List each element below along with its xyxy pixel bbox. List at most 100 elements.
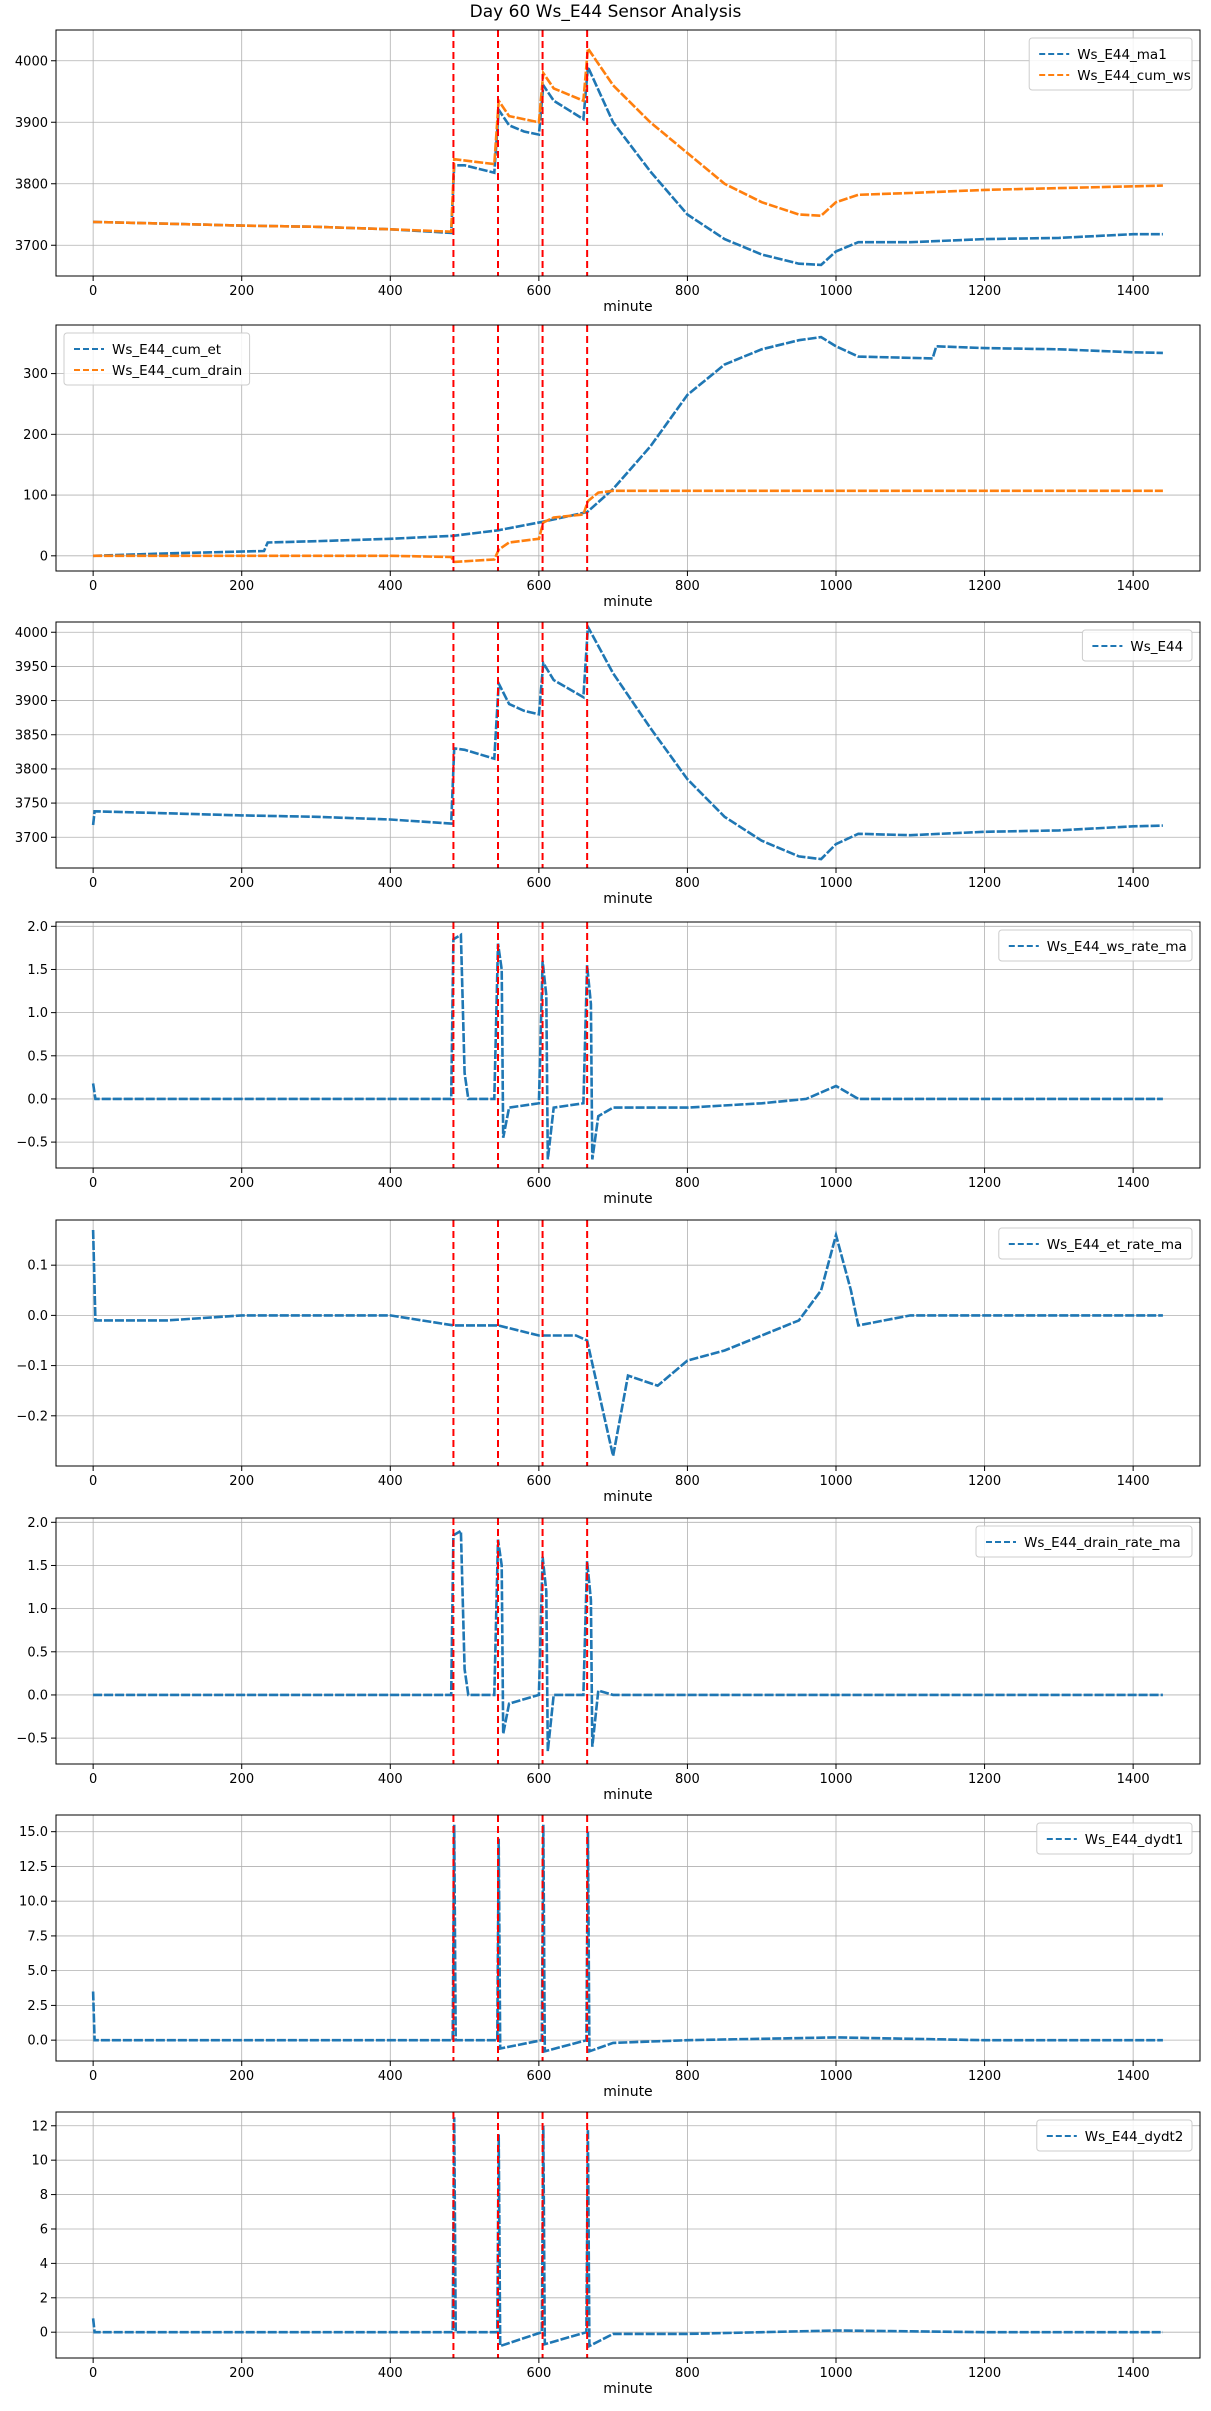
- y-tick-label: 300: [23, 367, 48, 382]
- x-tick-label: 400: [378, 1474, 403, 1489]
- legend-box: [998, 929, 1193, 962]
- subplot-8: 0 200 400 600 800 1000 1200 1400 0 2 4 6 8 10 12 minute…: [31, 2111, 1201, 2397]
- legend-label: Ws_E44_ws_rate_ma: [1047, 939, 1187, 955]
- x-tick-label: 1400: [1117, 1474, 1150, 1489]
- x-axis-label: minute: [603, 299, 652, 315]
- y-tick-label: 3950: [15, 660, 48, 675]
- y-tick-label: 3900: [15, 116, 48, 131]
- y-tick-label: 1.0: [27, 1602, 48, 1617]
- y-tick-label: 3750: [15, 797, 48, 812]
- x-tick-label: 200: [229, 284, 254, 299]
- legend-label: Ws_E44_drain_rate_ma: [1024, 1535, 1181, 1551]
- x-tick-label: 800: [675, 1474, 700, 1489]
- x-tick-label: 400: [378, 1772, 403, 1787]
- x-tick-label: 0: [89, 1772, 97, 1787]
- series-line-Ws_E44_ma1: [93, 61, 1163, 267]
- x-tick-label: 0: [89, 876, 97, 891]
- subplot-3: 0 200 400 600 800 1000 1200 1400 3700 3750 3800 385…: [15, 621, 1201, 907]
- y-tick-label: 10: [31, 2154, 48, 2169]
- axes-frame: [55, 921, 1201, 1169]
- y-tick-label: 0.5: [27, 1645, 48, 1660]
- x-tick-label: 1000: [819, 1474, 852, 1489]
- y-tick-label: 3800: [15, 762, 48, 777]
- y-tick-label: −0.2: [16, 1409, 48, 1424]
- y-tick-label: 12.5: [19, 1860, 48, 1875]
- x-tick-label: 0: [89, 284, 97, 299]
- y-tick-label: 2.5: [27, 1999, 48, 2014]
- x-tick-label: 800: [675, 1772, 700, 1787]
- x-tick-label: 800: [675, 579, 700, 594]
- x-axis-label: minute: [603, 1489, 652, 1505]
- y-tick-label: 100: [23, 489, 48, 504]
- y-tick-label: 0.0: [27, 1092, 48, 1107]
- axes-frame: [55, 1219, 1201, 1467]
- y-tick-label: 3900: [15, 694, 48, 709]
- legend-label: Ws_E44_dydt2: [1085, 2129, 1184, 2145]
- x-axis-label: minute: [603, 891, 652, 907]
- y-tick-label: 4: [40, 2257, 48, 2272]
- x-tick-label: 1200: [968, 1772, 1001, 1787]
- subplot-6: 0 200 400 600 800 1000 1200 1400 −0.5 0.0 0.5 1.0 1.…: [16, 1516, 1201, 1803]
- legend: Ws_E44_dydt1: [1036, 1822, 1193, 1855]
- series-line-Ws_E44: [91, 622, 1163, 861]
- x-tick-label: 600: [526, 2069, 551, 2084]
- x-tick-label: 1000: [819, 2069, 852, 2084]
- legend-box: [1036, 1822, 1193, 1855]
- series-line-Ws_E44_cum_drain: [93, 489, 1163, 564]
- x-tick-label: 0: [89, 2366, 97, 2381]
- y-tick-label: −0.1: [16, 1359, 48, 1374]
- x-tick-label: 1400: [1117, 1176, 1150, 1191]
- series-line-Ws_E44_dydt1: [91, 1824, 1163, 2054]
- x-tick-label: 1200: [968, 1474, 1001, 1489]
- x-tick-label: 400: [378, 876, 403, 891]
- x-tick-label: 600: [526, 284, 551, 299]
- y-tick-label: 2.0: [27, 920, 48, 935]
- x-tick-label: 800: [675, 284, 700, 299]
- y-tick-label: 3700: [15, 831, 48, 846]
- x-tick-label: 1000: [819, 2366, 852, 2381]
- y-tick-label: 6: [40, 2222, 48, 2237]
- y-tick-label: 8: [40, 2188, 48, 2203]
- x-tick-label: 400: [378, 2069, 403, 2084]
- x-tick-label: 1200: [968, 2069, 1001, 2084]
- y-tick-label: 1.5: [27, 1559, 48, 1574]
- x-tick-label: 200: [229, 1772, 254, 1787]
- series-line-Ws_E44_ws_rate_ma: [91, 932, 1163, 1160]
- x-tick-label: 200: [229, 579, 254, 594]
- legend: Ws_E44_cum_et Ws_E44_cum_drain: [63, 332, 251, 386]
- y-tick-label: 10.0: [19, 1895, 48, 1910]
- x-tick-label: 800: [675, 876, 700, 891]
- subplot-2: 0 200 400 600 800 1000 1200 1400 0 100 200 300 minut…: [23, 324, 1201, 610]
- x-tick-label: 800: [675, 2366, 700, 2381]
- y-tick-label: 2: [40, 2291, 48, 2306]
- x-axis-label: minute: [603, 2084, 652, 2100]
- y-tick-label: −0.5: [16, 1136, 48, 1151]
- figure-title: Day 60 Ws_E44 Sensor Analysis: [469, 2, 742, 22]
- x-tick-label: 400: [378, 579, 403, 594]
- axes-frame: [55, 2111, 1201, 2359]
- legend-label: Ws_E44_cum_et: [112, 342, 221, 358]
- legend-label: Ws_E44_cum_ws: [1077, 68, 1191, 84]
- x-tick-label: 200: [229, 1176, 254, 1191]
- y-tick-label: −0.5: [16, 1732, 48, 1747]
- y-tick-label: 1.0: [27, 1006, 48, 1021]
- x-tick-label: 1400: [1117, 876, 1150, 891]
- series-line-Ws_E44_dydt2: [91, 2117, 1163, 2349]
- y-tick-label: 0: [40, 2326, 48, 2341]
- x-tick-label: 400: [378, 2366, 403, 2381]
- y-tick-label: 0.1: [27, 1259, 48, 1274]
- y-tick-label: 1.5: [27, 963, 48, 978]
- x-tick-label: 400: [378, 284, 403, 299]
- y-tick-label: 4000: [15, 54, 48, 69]
- series-line-Ws_E44_et_rate_ma: [91, 1229, 1163, 1457]
- y-tick-label: 12: [31, 2119, 48, 2134]
- legend: Ws_E44_dydt2: [1036, 2119, 1193, 2152]
- x-tick-label: 1000: [819, 876, 852, 891]
- y-tick-label: 5.0: [27, 1964, 48, 1979]
- legend-box: [975, 1525, 1193, 1558]
- x-tick-label: 200: [229, 876, 254, 891]
- x-tick-label: 1000: [819, 284, 852, 299]
- y-tick-label: 3700: [15, 239, 48, 254]
- legend: Ws_E44_ws_rate_ma: [998, 929, 1193, 962]
